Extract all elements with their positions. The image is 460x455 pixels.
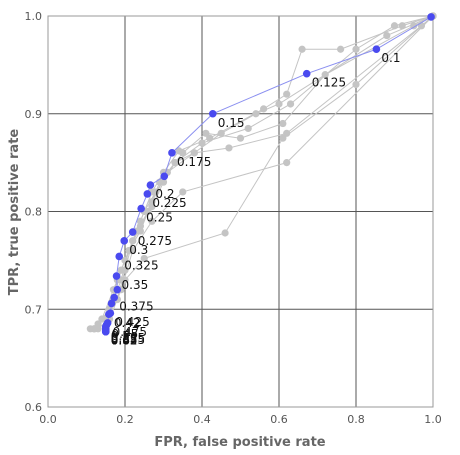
threshold-label: 0.125	[312, 76, 346, 90]
threshold-label: 0.575	[111, 333, 145, 347]
background-point	[198, 139, 206, 147]
threshold-label: 0.35	[122, 278, 149, 292]
threshold-label: 0.15	[218, 116, 245, 130]
threshold-label: 0.525	[111, 331, 145, 345]
background-point	[190, 149, 198, 157]
highlighted-series	[101, 13, 435, 336]
x-axis-label: FPR, false positive rate	[154, 435, 325, 450]
highlighted-point	[302, 69, 311, 78]
background-point	[352, 80, 360, 89]
highlighted-point	[101, 327, 110, 336]
background-point	[252, 110, 260, 118]
background-point	[171, 159, 179, 167]
background-point	[390, 22, 399, 30]
y-tick-label: 0.7	[25, 303, 43, 316]
threshold-label: 0.375	[119, 300, 153, 314]
highlighted-point	[107, 299, 116, 308]
x-tick-label: 0.2	[116, 413, 134, 426]
background-point	[275, 100, 283, 108]
background-series-line	[97, 15, 434, 330]
threshold-label: 0.42	[114, 316, 141, 330]
background-point	[321, 71, 329, 79]
background-point	[298, 45, 306, 53]
background-series	[86, 12, 437, 333]
background-point	[383, 31, 391, 40]
background-point	[279, 134, 287, 142]
y-tick-label: 0.6	[25, 401, 43, 414]
background-point	[279, 119, 287, 128]
background-point	[260, 105, 268, 113]
threshold-label: 0.225	[152, 196, 186, 210]
threshold-label: 0.65	[111, 334, 138, 348]
gridlines	[48, 16, 433, 407]
background-point	[221, 229, 229, 237]
threshold-label: 0.425	[115, 315, 149, 329]
background-point	[410, 22, 418, 30]
threshold-label: 0.6	[111, 334, 130, 348]
threshold-label: 0.175	[177, 155, 211, 169]
threshold-label: 0.45	[112, 327, 139, 341]
threshold-label: 0.2	[155, 187, 174, 201]
highlighted-point	[427, 13, 435, 21]
x-tick-label: 0.4	[193, 413, 211, 426]
highlighted-point	[128, 228, 137, 236]
background-point	[283, 90, 291, 98]
highlighted-point	[113, 285, 122, 294]
x-tick-label: 0.6	[270, 413, 288, 426]
threshold-label: 0.3	[129, 243, 148, 257]
threshold-labels: 0.10.1250.150.1750.20.2250.250.2750.30.3…	[111, 51, 401, 347]
highlighted-point	[160, 172, 169, 181]
background-point	[129, 247, 137, 255]
x-tick-label: 0.0	[39, 413, 57, 426]
background-point	[159, 178, 168, 186]
y-axis-label: TPR, true positive rate	[7, 129, 22, 296]
background-point	[148, 203, 156, 211]
threshold-label: 0.275	[138, 234, 172, 248]
highlighted-point	[372, 45, 381, 54]
highlighted-point	[137, 204, 145, 213]
threshold-label: 0.475	[113, 325, 147, 339]
threshold-label: 0.5	[111, 329, 130, 343]
background-point	[140, 254, 148, 263]
background-point	[179, 188, 187, 196]
threshold-label: 0.62	[111, 334, 138, 348]
x-tick-label: 1.0	[424, 413, 442, 426]
y-tick-label: 0.8	[25, 206, 43, 219]
highlighted-point	[110, 293, 119, 302]
background-point	[286, 100, 295, 108]
background-point	[283, 159, 291, 167]
background-point	[337, 45, 345, 53]
threshold-label: 0.25	[146, 211, 173, 225]
highlighted-point	[115, 252, 124, 261]
background-point	[148, 217, 156, 225]
background-point	[236, 134, 245, 142]
background-point	[283, 129, 291, 137]
plot-frame	[47, 15, 434, 408]
highlighted-point	[112, 272, 121, 280]
highlighted-point	[143, 190, 152, 198]
x-tick-label: 0.8	[347, 413, 365, 426]
background-point	[244, 124, 252, 133]
threshold-label: 0.1	[381, 51, 400, 65]
y-tick-label: 1.0	[25, 10, 43, 23]
highlighted-point	[120, 237, 129, 245]
threshold-label: 0.325	[124, 258, 158, 272]
background-point	[90, 325, 98, 333]
y-tick-label: 0.9	[25, 108, 43, 121]
threshold-label: 0.55	[111, 332, 138, 346]
highlighted-point	[105, 310, 113, 318]
highlighted-point	[146, 181, 155, 189]
highlighted-point	[168, 149, 176, 157]
background-point	[179, 149, 187, 157]
background-series-line	[93, 15, 434, 330]
tick-labels: 0.0 0.2 0.4 0.6 0.8 1.0 0.6 0.7 0.8 0.9 1.0	[25, 10, 442, 426]
background-point	[225, 144, 233, 152]
background-point	[202, 129, 210, 137]
background-point	[352, 45, 360, 53]
highlighted-point	[208, 109, 217, 118]
background-point	[136, 222, 144, 230]
